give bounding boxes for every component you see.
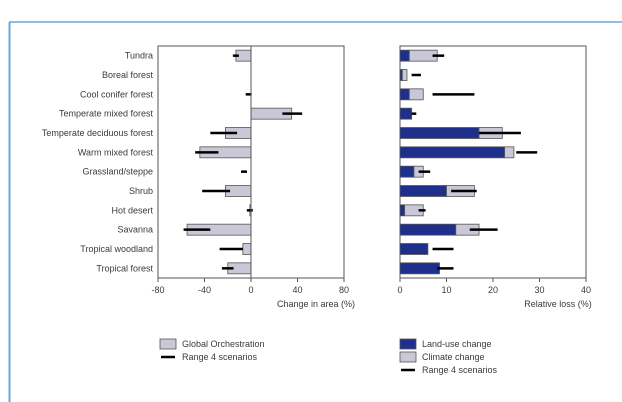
- right-bar-land-use-change-shrub: [399, 185, 447, 197]
- right-chart: 0 10 20 30 40 Relative loss (%): [397, 49, 592, 309]
- right-x-tick-label-4: 40: [581, 285, 591, 295]
- right-x-tick-label-1: 10: [441, 285, 451, 295]
- right-bar-land-use-change-cool-conifer-forest: [399, 88, 410, 101]
- left-x-tick-label-1: -40: [198, 285, 211, 295]
- right-bar-climate-change-boreal-forest: [401, 69, 408, 81]
- category-label-tundra: Tundra: [125, 51, 153, 61]
- category-label-boreal-forest: Boreal forest: [102, 70, 154, 80]
- right-legend-label-climate-change: Climate change: [422, 352, 485, 362]
- left-legend-label-global-orchestration: Global Orchestration: [182, 339, 265, 349]
- right-legend-label-range-4-scenarios: Range 4 scenarios: [422, 365, 498, 375]
- right-bar-climate-change-warm-mixed-forest: [504, 146, 515, 159]
- right-bar-land-use-change-temperate-deciduous-forest: [399, 127, 480, 139]
- right-legend: Land-use change Climate change Range 4 sce…: [399, 338, 498, 375]
- left-x-tick-label-2: 0: [248, 285, 253, 295]
- category-label-shrub: Shrub: [129, 186, 153, 196]
- left-chart: -80 -40 0 40 80 Change in area (%) Tundra Borea…: [42, 46, 355, 309]
- right-bar-land-use-change-temperate-mixed-forest: [399, 107, 413, 120]
- category-label-temperate-deciduous-forest: Temperate deciduous forest: [42, 128, 154, 138]
- category-label-grassland-steppe: Grassland/steppe: [82, 167, 153, 177]
- right-bar-land-use-change-tropical-woodland: [399, 243, 429, 255]
- right-plot-area: [399, 45, 587, 279]
- left-legend-swatch-global-orchestration: [159, 338, 177, 350]
- right-bar-land-use-change-warm-mixed-forest: [399, 146, 506, 159]
- right-x-tick-label-2: 20: [488, 285, 498, 295]
- category-label-tropical-forest: Tropical forest: [96, 263, 153, 273]
- category-label-tropical-woodland: Tropical woodland: [80, 244, 153, 254]
- right-bar-land-use-change-tropical-forest: [399, 262, 440, 275]
- left-x-axis-label: Change in area (%): [277, 299, 355, 309]
- left-legend-label-range-4-scenarios: Range 4 scenarios: [182, 352, 258, 362]
- right-bar-land-use-change-tundra: [399, 49, 410, 62]
- left-x-tick-label-4: 80: [339, 285, 349, 295]
- right-bar-land-use-change-savanna: [399, 223, 457, 236]
- right-x-axis-label: Relative loss (%): [524, 299, 592, 309]
- category-label-temperate-mixed-forest: Temperate mixed forest: [59, 109, 154, 119]
- right-legend-swatch-climate-change: [399, 351, 417, 363]
- right-bar-land-use-change-grassland-steppe: [399, 165, 415, 178]
- right-x-tick-label-0: 0: [397, 285, 402, 295]
- left-legend: Global Orchestration Range 4 scenarios: [159, 338, 265, 362]
- left-x-tick-label-3: 40: [292, 285, 302, 295]
- category-label-savanna: Savanna: [117, 225, 153, 235]
- category-label-warm-mixed-forest: Warm mixed forest: [78, 147, 154, 157]
- right-legend-swatch-land-use-change: [399, 338, 417, 350]
- right-legend-label-land-use-change: Land-use change: [422, 339, 492, 349]
- category-label-cool-conifer-forest: Cool conifer forest: [80, 89, 154, 99]
- right-x-tick-label-3: 30: [534, 285, 544, 295]
- right-bar-land-use-change-hot-desert: [399, 204, 406, 217]
- left-bar-tropical-woodland: [242, 243, 252, 255]
- category-label-hot-desert: Hot desert: [111, 205, 153, 215]
- right-bar-climate-change-cool-conifer-forest: [408, 88, 424, 101]
- left-x-tick-label-0: -80: [151, 285, 164, 295]
